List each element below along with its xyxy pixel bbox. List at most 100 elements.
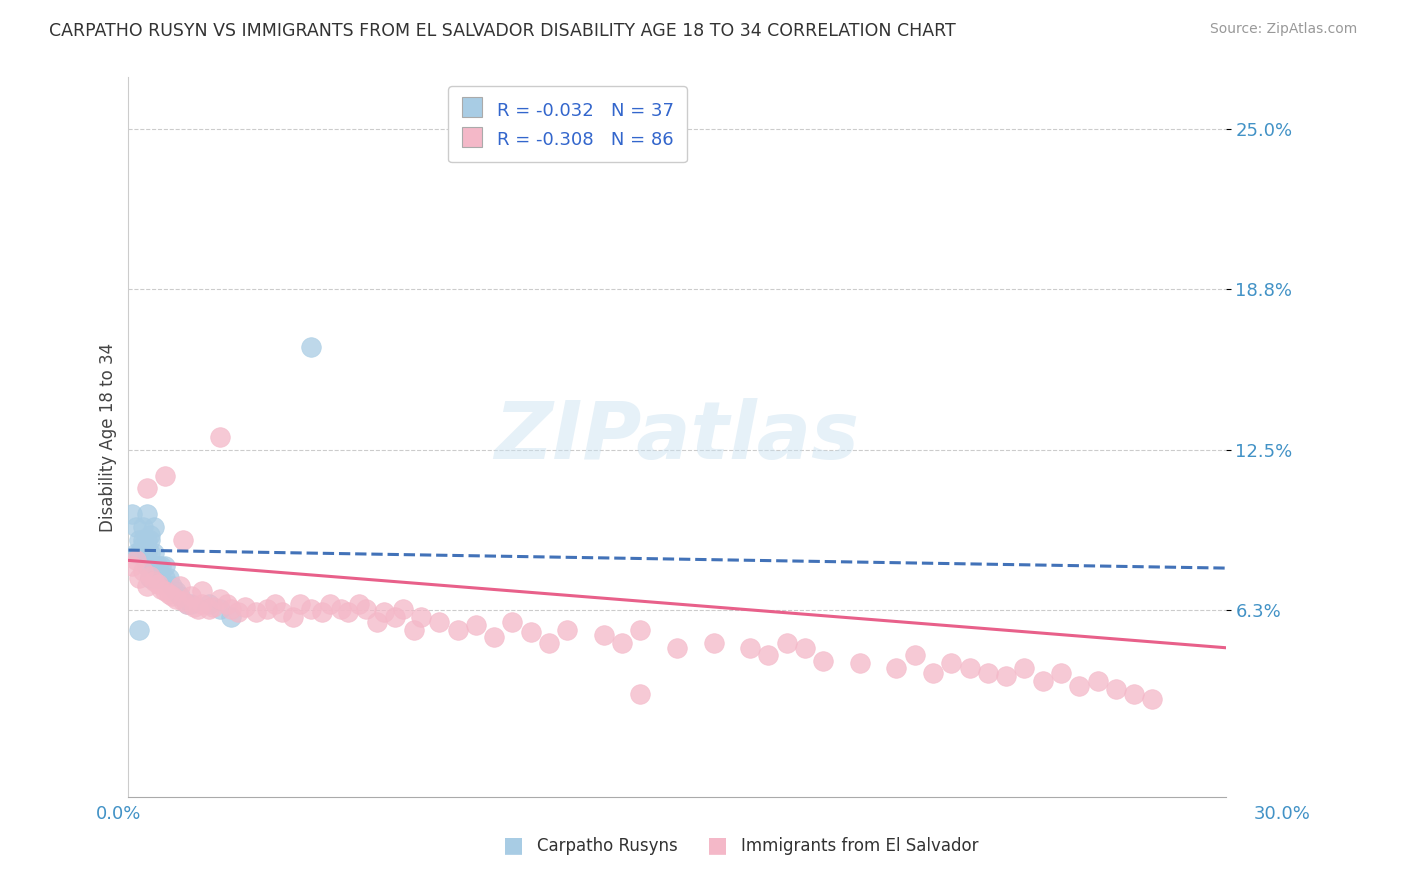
Point bbox=[146, 576, 169, 591]
Point bbox=[176, 597, 198, 611]
Point bbox=[132, 538, 155, 552]
Point bbox=[139, 533, 162, 547]
Point bbox=[1050, 666, 1073, 681]
Point bbox=[153, 584, 176, 599]
Point bbox=[135, 533, 157, 547]
Point bbox=[347, 597, 370, 611]
Point bbox=[427, 615, 450, 629]
Point bbox=[482, 631, 505, 645]
Point bbox=[143, 558, 166, 573]
Text: CARPATHO RUSYN VS IMMIGRANTS FROM EL SALVADOR DISABILITY AGE 18 TO 34 CORRELATIO: CARPATHO RUSYN VS IMMIGRANTS FROM EL SAL… bbox=[49, 22, 956, 40]
Point bbox=[1142, 692, 1164, 706]
Point bbox=[121, 507, 143, 521]
Point bbox=[139, 527, 162, 541]
Point bbox=[125, 546, 148, 560]
Point bbox=[256, 602, 278, 616]
Point bbox=[271, 605, 294, 619]
Point bbox=[557, 623, 579, 637]
Point bbox=[1032, 674, 1054, 689]
Point bbox=[402, 623, 425, 637]
Point bbox=[813, 654, 835, 668]
Point bbox=[886, 661, 908, 675]
Point bbox=[311, 605, 333, 619]
Point bbox=[172, 594, 194, 608]
Point bbox=[299, 602, 322, 616]
Point bbox=[153, 558, 176, 573]
Point bbox=[959, 661, 981, 675]
Point bbox=[235, 599, 257, 614]
Point bbox=[187, 602, 209, 616]
Point bbox=[143, 546, 166, 560]
Y-axis label: Disability Age 18 to 34: Disability Age 18 to 34 bbox=[100, 343, 117, 532]
Point bbox=[146, 558, 169, 573]
Point bbox=[666, 640, 689, 655]
Point bbox=[281, 610, 304, 624]
Point bbox=[169, 579, 191, 593]
Point bbox=[183, 599, 205, 614]
Point bbox=[336, 605, 359, 619]
Point bbox=[366, 615, 388, 629]
Point bbox=[318, 597, 340, 611]
Point bbox=[941, 656, 963, 670]
Point bbox=[446, 623, 468, 637]
Point bbox=[384, 610, 406, 624]
Point bbox=[132, 533, 155, 547]
Point bbox=[201, 599, 224, 614]
Point bbox=[329, 602, 352, 616]
Point bbox=[135, 482, 157, 496]
Text: 0.0%: 0.0% bbox=[96, 805, 141, 822]
Text: Immigrants from El Salvador: Immigrants from El Salvador bbox=[741, 837, 979, 855]
Point bbox=[180, 590, 202, 604]
Point bbox=[128, 533, 150, 547]
Point bbox=[121, 558, 143, 573]
Point bbox=[1123, 687, 1146, 701]
Point bbox=[612, 635, 634, 649]
Point bbox=[180, 597, 202, 611]
Point bbox=[219, 602, 242, 616]
Point bbox=[162, 590, 184, 604]
Point bbox=[922, 666, 945, 681]
Point bbox=[1014, 661, 1036, 675]
Point bbox=[217, 597, 239, 611]
Legend: R = -0.032   N = 37, R = -0.308   N = 86: R = -0.032 N = 37, R = -0.308 N = 86 bbox=[449, 87, 686, 162]
Point bbox=[354, 602, 377, 616]
Point bbox=[128, 546, 150, 560]
Point bbox=[995, 669, 1018, 683]
Point bbox=[139, 571, 162, 585]
Point bbox=[162, 579, 184, 593]
Point bbox=[245, 605, 267, 619]
Point bbox=[373, 605, 395, 619]
Point bbox=[758, 648, 780, 663]
Point bbox=[153, 571, 176, 585]
Text: ■: ■ bbox=[503, 836, 523, 855]
Point bbox=[169, 590, 191, 604]
Point bbox=[290, 597, 312, 611]
Point bbox=[409, 610, 432, 624]
Point bbox=[132, 564, 155, 578]
Text: 30.0%: 30.0% bbox=[1254, 805, 1310, 822]
Point bbox=[391, 602, 413, 616]
Point bbox=[630, 623, 652, 637]
Point bbox=[150, 558, 173, 573]
Point bbox=[794, 640, 817, 655]
Point bbox=[226, 605, 249, 619]
Point bbox=[208, 430, 231, 444]
Point bbox=[143, 574, 166, 588]
Point bbox=[125, 553, 148, 567]
Point bbox=[146, 571, 169, 585]
Point bbox=[190, 597, 212, 611]
Point bbox=[150, 582, 173, 596]
Point bbox=[176, 597, 198, 611]
Point bbox=[593, 628, 616, 642]
Point bbox=[150, 571, 173, 585]
Point bbox=[464, 617, 486, 632]
Point bbox=[299, 340, 322, 354]
Point bbox=[219, 610, 242, 624]
Point bbox=[157, 571, 180, 585]
Point bbox=[135, 546, 157, 560]
Point bbox=[143, 520, 166, 534]
Point bbox=[153, 468, 176, 483]
Point bbox=[208, 602, 231, 616]
Point bbox=[157, 587, 180, 601]
Point bbox=[139, 569, 162, 583]
